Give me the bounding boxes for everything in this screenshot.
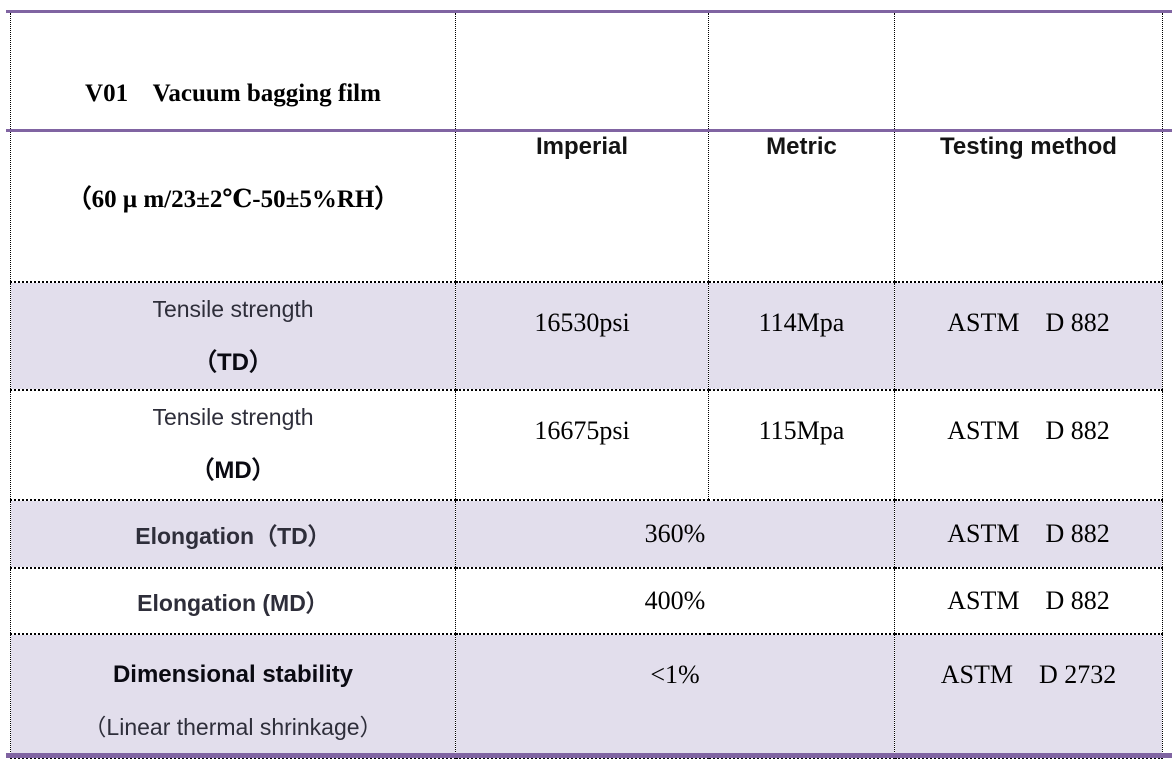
- imperial-value-cell: 16675psi: [455, 389, 709, 501]
- header-row: V01 Vacuum bagging film （60 μ m/23±2℃-50…: [10, 13, 1163, 282]
- top-accent-rule: [6, 10, 1172, 13]
- metric-value-cell: 115Mpa: [708, 389, 895, 501]
- merged-value-cell: 400%: [455, 567, 895, 635]
- property-label-line2: （TD）: [193, 349, 273, 376]
- merged-value-cell: 360%: [455, 499, 895, 569]
- table-row-tensile-md: Tensile strength （MD） 16675psi 115Mpa AS…: [10, 389, 1163, 501]
- testing-method-cell: ASTM D 882: [894, 281, 1163, 391]
- testing-method-cell: ASTM D 882: [894, 567, 1163, 635]
- metric-value-cell: 114Mpa: [708, 281, 895, 391]
- testing-method-cell: ASTM D 882: [894, 499, 1163, 569]
- imperial-value-cell: 16530psi: [455, 281, 709, 391]
- merged-value-cell: <1%: [455, 633, 895, 759]
- property-label-line2: （Linear thermal shrinkage）: [83, 714, 383, 740]
- table-row-elongation-md: Elongation (MD） 400% ASTM D 882: [10, 567, 1163, 635]
- product-title-line1: V01 Vacuum bagging film: [85, 80, 381, 107]
- product-title-cell: V01 Vacuum bagging film （60 μ m/23±2℃-50…: [10, 13, 456, 282]
- property-label-cell: Tensile strength （MD）: [10, 389, 456, 501]
- product-title-line2: （60 μ m/23±2℃-50±5%RH）: [66, 186, 400, 213]
- col-header-testing-method: Testing method: [894, 13, 1163, 282]
- property-label-cell: Elongation（TD）: [10, 499, 456, 569]
- property-label-cell: Elongation (MD）: [10, 567, 456, 635]
- property-label-line1: Tensile strength: [152, 296, 314, 322]
- table-row-dimensional-stability: Dimensional stability （Linear thermal sh…: [10, 633, 1163, 759]
- property-label-cell: Dimensional stability （Linear thermal sh…: [10, 633, 456, 759]
- spec-table: V01 Vacuum bagging film （60 μ m/23±2℃-50…: [10, 13, 1163, 759]
- property-label-line1: Dimensional stability: [112, 661, 354, 688]
- col-header-imperial: Imperial: [455, 13, 709, 282]
- col-header-metric: Metric: [708, 13, 895, 282]
- property-label-line1: Tensile strength: [152, 404, 314, 430]
- testing-method-cell: ASTM D 2732: [894, 633, 1163, 759]
- header-accent-rule: [6, 129, 1172, 132]
- property-label-line2: （MD）: [190, 457, 276, 484]
- bottom-accent-rule: [6, 753, 1172, 758]
- table-row-elongation-td: Elongation（TD） 360% ASTM D 882: [10, 499, 1163, 569]
- table-row-tensile-td: Tensile strength （TD） 16530psi 114Mpa AS…: [10, 281, 1163, 391]
- property-label-cell: Tensile strength （TD）: [10, 281, 456, 391]
- testing-method-cell: ASTM D 882: [894, 389, 1163, 501]
